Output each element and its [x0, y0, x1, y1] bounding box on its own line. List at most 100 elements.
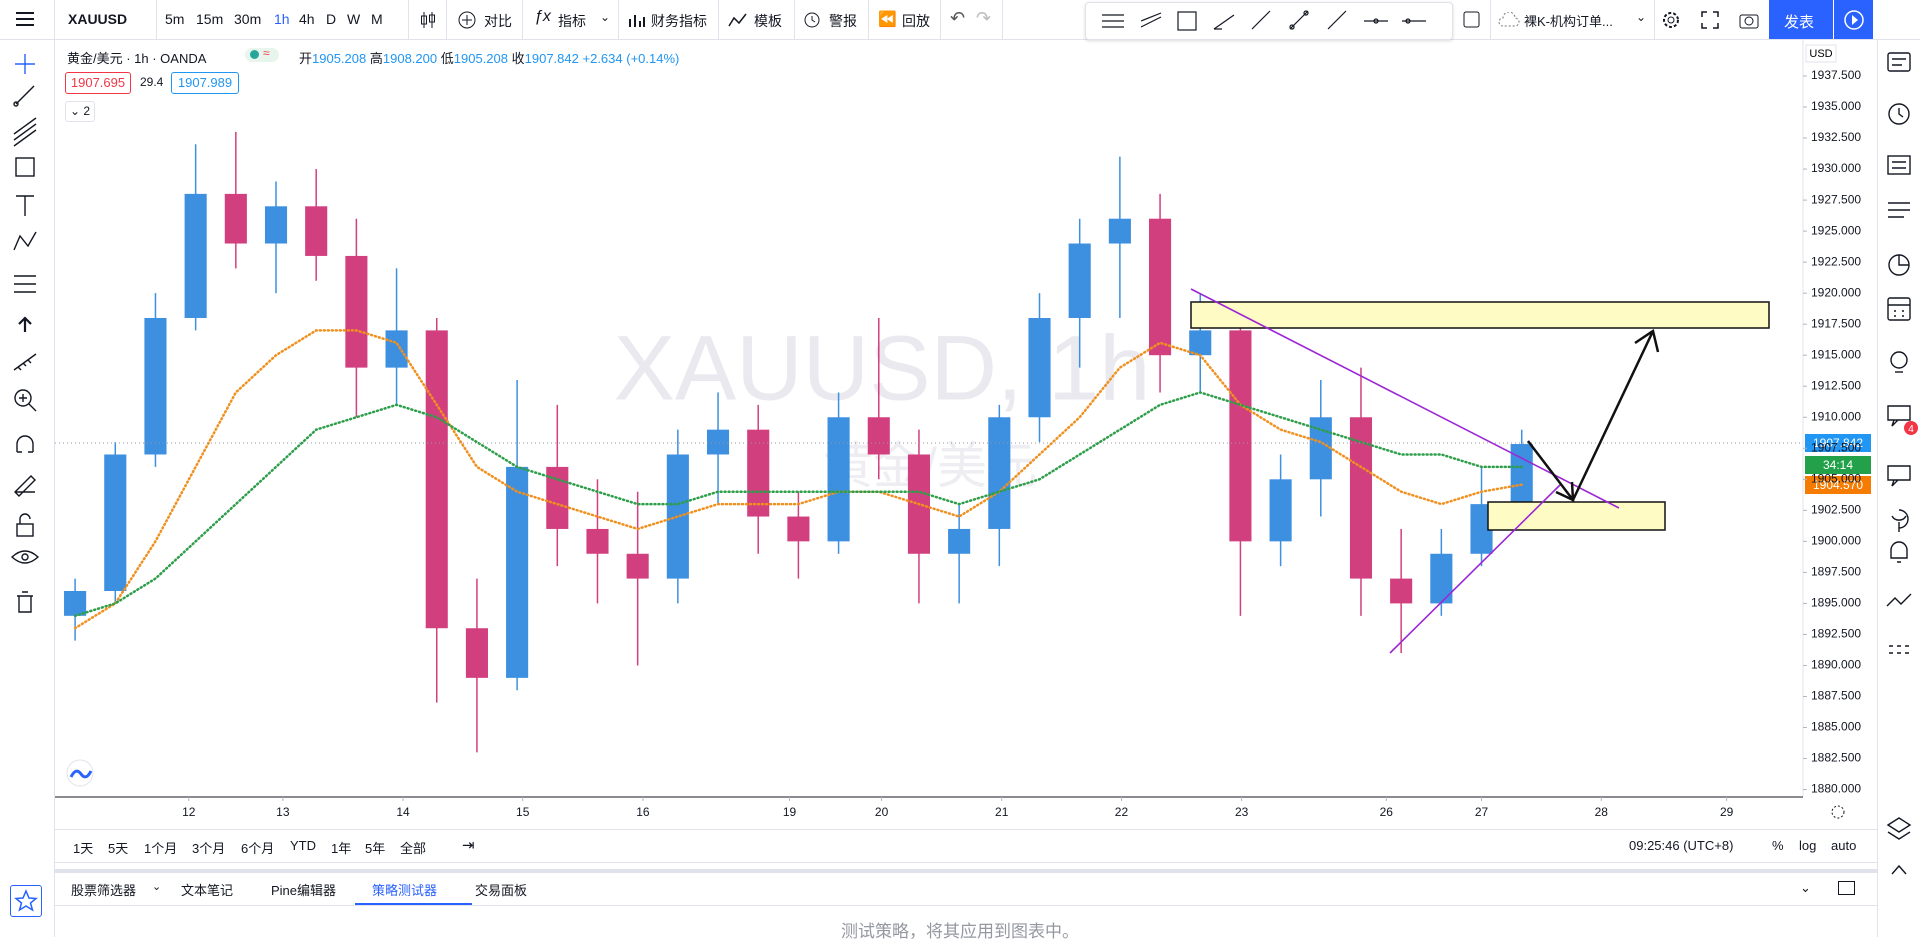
x-tick-label: 19	[783, 805, 797, 819]
trendline-lower[interactable]	[1389, 483, 1562, 654]
candle-body	[867, 417, 890, 455]
axis-settings[interactable]	[1831, 805, 1845, 819]
clock: 09:25:46 (UTC+8)	[1629, 838, 1734, 853]
support-zone[interactable]	[1487, 501, 1666, 531]
x-tick-label: 14	[396, 805, 410, 819]
interval[interactable]: 30m	[234, 11, 262, 27]
range[interactable]: 5年	[365, 841, 386, 856]
tab[interactable]: 文本笔记	[181, 883, 234, 898]
strategy-message: 测试策略，将其应用到图表中。	[841, 922, 1079, 941]
dropdown-icon[interactable]: ⌄	[152, 881, 162, 893]
ohlc-legend: 开1905.208 高1908.200 低1905.208 收1907.842 …	[299, 48, 679, 67]
indicator-icon: ƒx	[534, 8, 551, 25]
ask-box[interactable]: 1907.989	[171, 72, 239, 94]
alert-button[interactable]: 警报	[829, 13, 857, 29]
play-icon	[1844, 10, 1864, 30]
tool-icons[interactable]	[0, 40, 54, 620]
dropdown-icon[interactable]: ⌄	[1636, 10, 1647, 24]
compare-icon[interactable]	[458, 11, 476, 29]
candle-body	[988, 417, 1011, 529]
range-bar	[55, 829, 1877, 863]
minimize[interactable]: ⌄	[1800, 880, 1811, 895]
candle-body	[1028, 317, 1051, 418]
label: 收	[511, 51, 525, 66]
drawing-tools[interactable]	[1086, 3, 1452, 39]
interval-active[interactable]: 1h	[274, 11, 290, 27]
templates-button[interactable]: 模板	[754, 13, 782, 29]
range[interactable]: 1年	[331, 841, 352, 856]
change: +2.634 (+0.14%)	[582, 51, 680, 66]
y-tick-label: 1880.000	[1811, 782, 1861, 796]
maximize[interactable]	[1838, 881, 1855, 895]
projection-arrow[interactable]	[1527, 330, 1655, 503]
menu-icon[interactable]	[14, 10, 36, 28]
x-tick-label: 28	[1595, 805, 1609, 819]
replay-button[interactable]: 回放	[902, 13, 930, 29]
redo[interactable]: ↷	[976, 8, 992, 28]
rect-tool-icon[interactable]	[1462, 10, 1482, 30]
tab-active[interactable]: 策略测试器	[372, 883, 438, 898]
moving-average	[73, 391, 1523, 618]
watchlist-star[interactable]	[10, 885, 42, 917]
range[interactable]: YTD	[290, 838, 316, 853]
candle-body	[546, 466, 569, 529]
symbol[interactable]: XAUUSD	[68, 11, 128, 27]
snapshot-icon[interactable]	[1738, 10, 1760, 30]
interval[interactable]: M	[371, 11, 383, 27]
percent-toggle[interactable]: %	[1772, 838, 1784, 853]
range[interactable]: 3个月	[192, 841, 226, 856]
tab[interactable]: Pine编辑器	[271, 883, 337, 898]
range[interactable]: 5天	[108, 841, 129, 856]
range[interactable]: 全部	[400, 841, 427, 856]
indicators-button[interactable]: 指标	[558, 13, 586, 29]
tab[interactable]: 交易面板	[475, 883, 528, 898]
compare-button[interactable]: 对比	[484, 13, 512, 29]
spread: 29.4	[140, 75, 164, 89]
candle-body	[224, 193, 247, 244]
countdown: 34:14	[1823, 458, 1853, 472]
bid-box[interactable]: 1907.695	[65, 72, 131, 94]
range[interactable]: 1个月	[144, 841, 178, 856]
badge-count: 4	[1908, 424, 1914, 435]
sidebar-icons[interactable]: 4	[1878, 40, 1920, 900]
interval[interactable]: W	[347, 11, 361, 27]
y-tick-label: 1885.000	[1811, 720, 1861, 734]
y-tick-label: 1892.500	[1811, 627, 1861, 641]
range[interactable]: 6个月	[241, 841, 275, 856]
interval[interactable]: 15m	[196, 11, 224, 27]
tab[interactable]: 股票筛选器	[71, 883, 137, 898]
x-tick-label: 21	[995, 805, 1009, 819]
y-tick-label: 1917.500	[1811, 316, 1861, 330]
watermark-symbol: XAUUSD, 1h	[614, 317, 1151, 419]
candle-icon[interactable]	[420, 10, 436, 30]
range[interactable]: 1天	[73, 841, 94, 856]
alert-icon	[804, 12, 820, 28]
layout-name[interactable]: 裸K-机构订单...	[1524, 14, 1613, 29]
candle-body	[706, 429, 730, 455]
candle-body	[104, 454, 127, 591]
log-toggle[interactable]: log	[1799, 838, 1817, 853]
resistance-zone[interactable]	[1190, 301, 1770, 329]
candle-body	[1269, 479, 1292, 542]
value: 1905.208	[312, 51, 367, 66]
interval[interactable]: 5m	[165, 11, 185, 27]
interval[interactable]: D	[326, 11, 337, 27]
y-tick-label: 1895.000	[1811, 596, 1861, 610]
publish-button[interactable]	[1769, 0, 1833, 39]
trendline-upper[interactable]	[1190, 288, 1620, 509]
undo[interactable]: ↶	[950, 8, 966, 28]
y-tick-label: 1920.000	[1811, 285, 1861, 299]
candle-body	[1390, 578, 1413, 604]
y-tick-label: 1922.500	[1811, 254, 1861, 268]
settings-icon[interactable]	[1660, 9, 1682, 31]
currency-box[interactable]	[1805, 44, 1837, 63]
dropdown-icon[interactable]: ⌄	[600, 10, 611, 24]
date-range-icon[interactable]: ⇥	[462, 837, 475, 854]
fullscreen-icon[interactable]	[1700, 10, 1720, 30]
financials-button[interactable]: 财务指标	[651, 13, 707, 29]
interval[interactable]: 4h	[299, 11, 315, 27]
publish-label: 发表	[1784, 14, 1815, 31]
auto-toggle[interactable]: auto	[1831, 838, 1857, 853]
collapse-button[interactable]: ⌄ 2	[65, 101, 95, 122]
